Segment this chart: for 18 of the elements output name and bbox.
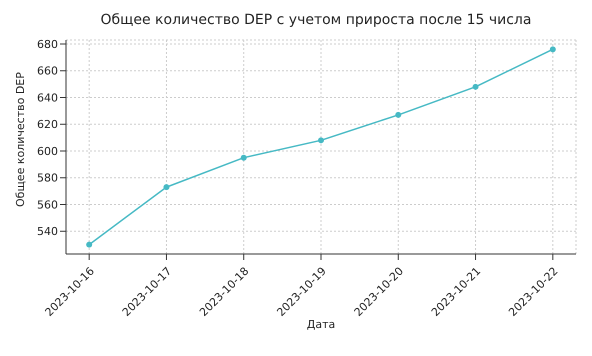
- y-tick-label: 580: [37, 172, 58, 185]
- y-tick-label: 640: [37, 91, 58, 104]
- point: [472, 84, 479, 90]
- point: [550, 46, 556, 52]
- y-tick-label: 620: [37, 118, 58, 132]
- y-tick-label: 660: [37, 64, 58, 78]
- point: [163, 184, 170, 190]
- point: [318, 137, 324, 144]
- y-tick-label: 600: [37, 144, 58, 158]
- point: [240, 154, 247, 161]
- point: [395, 112, 402, 118]
- y-axis-title: Общее количество DEP: [14, 72, 27, 207]
- y-tick-label: 540: [37, 225, 58, 238]
- y-tick-label: 560: [37, 198, 58, 212]
- point: [86, 242, 92, 248]
- chart-title: Общее количество DEP с учетом прироста после 15 числа: [100, 11, 532, 30]
- x-axis-title: Дата: [306, 318, 336, 331]
- y-tick-label: 680: [37, 38, 58, 51]
